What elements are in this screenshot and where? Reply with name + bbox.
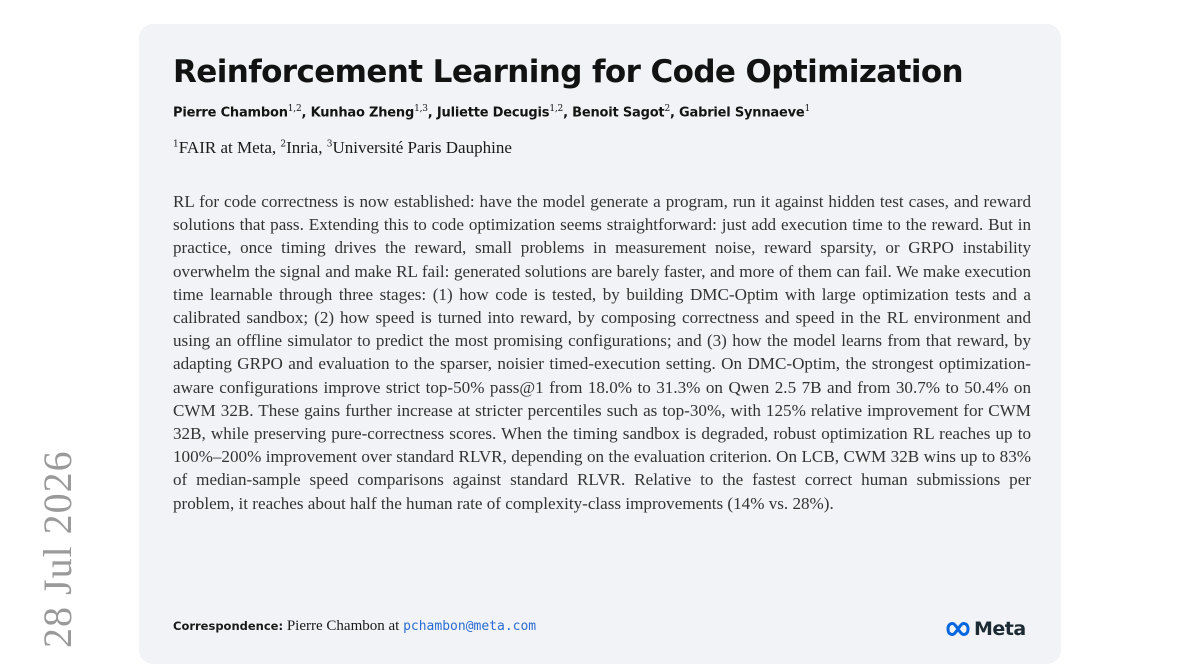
correspondence-name: Pierre Chambon at	[286, 618, 400, 634]
author-affiliation-marker: 1,2	[549, 104, 564, 114]
affiliation-separator: ,	[271, 138, 281, 157]
author-affiliation-marker: 1	[804, 104, 811, 114]
correspondence-line: Correspondence: Pierre Chambon at pchamb…	[173, 618, 536, 635]
abstract-text: RL for code correctness is now establish…	[173, 192, 1031, 513]
author-name: Gabriel Synnaeve	[679, 105, 805, 121]
affiliation-marker: 3	[326, 139, 333, 150]
affiliation-marker: 1	[173, 139, 179, 150]
author-name: Kunhao Zheng	[310, 105, 415, 121]
author-separator: ,	[301, 105, 311, 121]
author-separator: ,	[563, 105, 573, 121]
author-separator: ,	[669, 105, 680, 121]
affiliation-list: 1FAIR at Meta, 2Inria, 3Université Paris…	[173, 138, 512, 158]
author-name: Juliette Decugis	[436, 105, 550, 121]
affiliation-name: Inria	[286, 138, 319, 157]
affiliation-marker: 2	[280, 139, 287, 150]
affiliation-separator: ,	[318, 138, 327, 157]
meta-infinity-icon	[946, 622, 970, 636]
affiliation-name: FAIR at Meta	[178, 138, 272, 157]
meta-logo: Meta	[945, 618, 1026, 640]
affiliation-name: Université Paris Dauphine	[332, 138, 512, 157]
correspondence-email-link[interactable]: pchambon@meta.com	[403, 619, 537, 634]
paper-title: Reinforcement Learning for Code Optimiza…	[173, 54, 964, 90]
author-affiliation-marker: 1,3	[414, 104, 428, 114]
paper-header-card: Reinforcement Learning for Code Optimiza…	[139, 24, 1061, 664]
arxiv-date-stamp: 28 Jul 2026	[35, 450, 80, 648]
author-affiliation-marker: 2	[664, 104, 670, 114]
author-affiliation-marker: 1,2	[287, 104, 302, 114]
correspondence-label: Correspondence:	[173, 619, 284, 633]
author-name: Pierre Chambon	[173, 105, 288, 121]
meta-logo-text: Meta	[974, 618, 1026, 640]
author-separator: ,	[427, 105, 437, 121]
author-list: Pierre Chambon1,2, Kunhao Zheng1,3, Juli…	[173, 104, 810, 120]
author-name: Benoit Sagot	[572, 105, 665, 121]
